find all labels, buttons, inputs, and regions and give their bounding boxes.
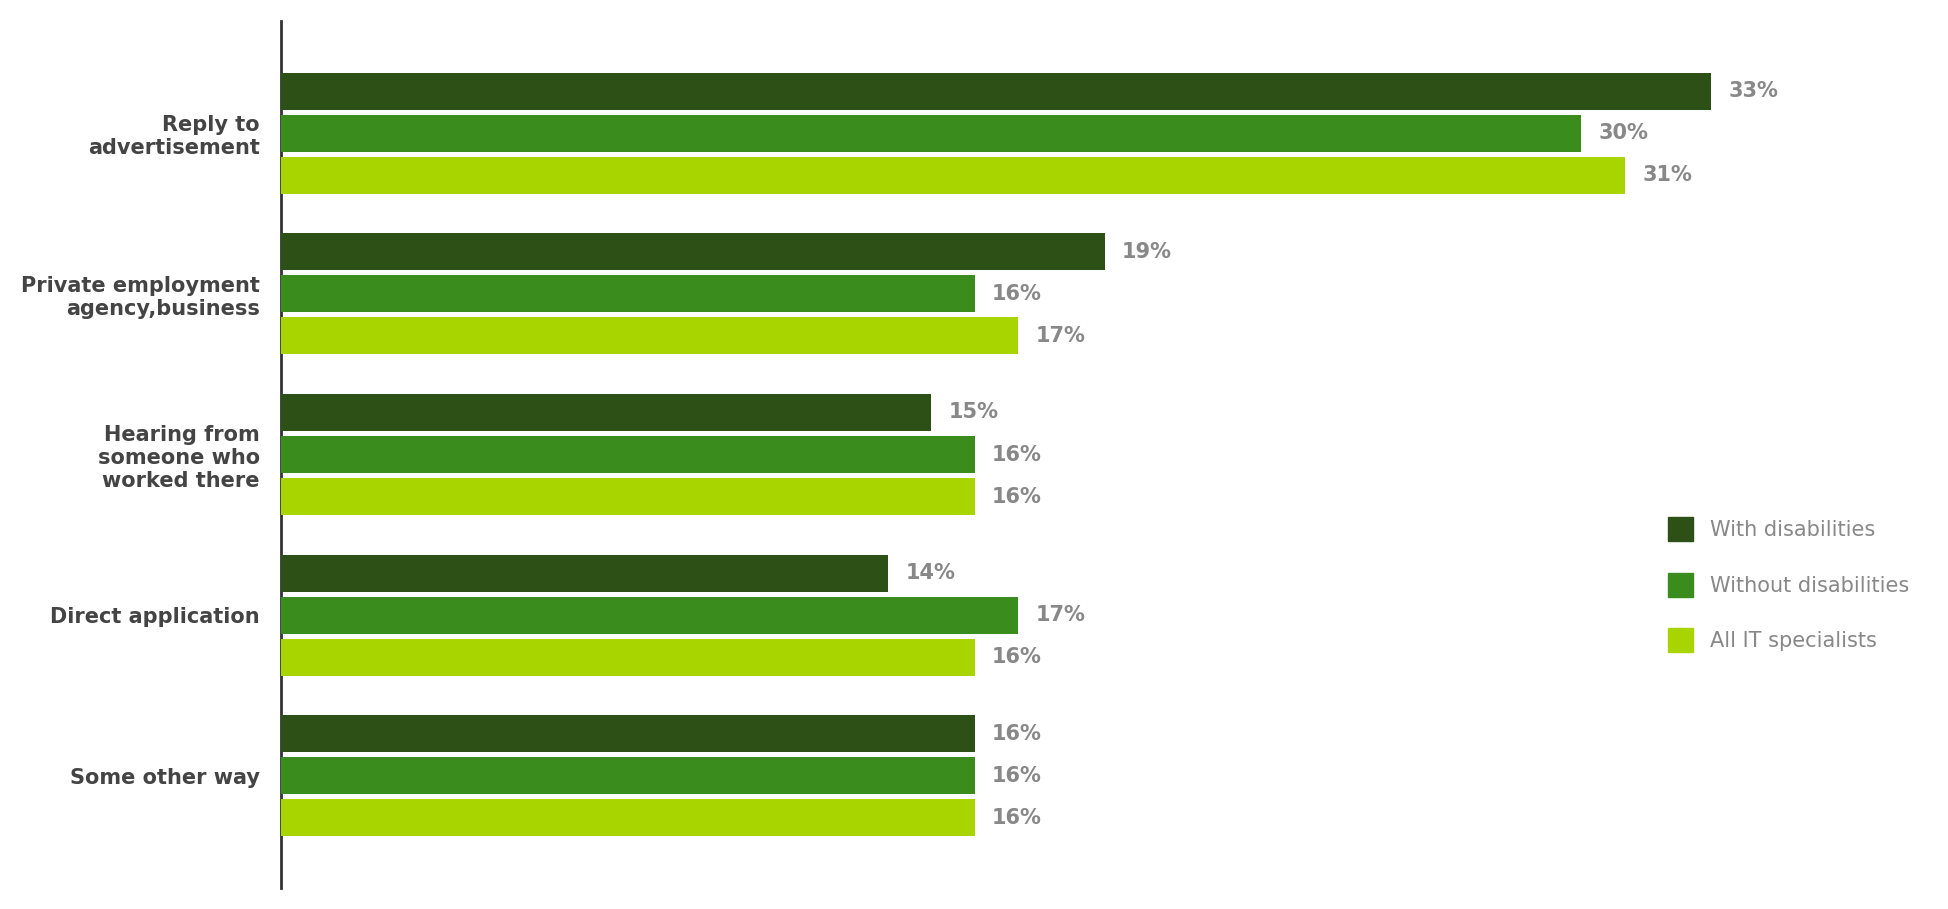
Text: 16%: 16% <box>992 724 1042 744</box>
Bar <box>281 115 1580 152</box>
Bar <box>281 757 974 794</box>
Text: 16%: 16% <box>992 445 1042 464</box>
Text: 16%: 16% <box>992 808 1042 828</box>
Bar <box>281 715 974 752</box>
Text: 30%: 30% <box>1597 124 1648 144</box>
Bar <box>281 436 974 473</box>
Text: 16%: 16% <box>992 486 1042 506</box>
Text: 16%: 16% <box>992 765 1042 785</box>
Bar <box>281 317 1017 355</box>
Bar <box>281 234 1105 270</box>
Bar <box>281 799 974 836</box>
Text: 17%: 17% <box>1034 605 1085 625</box>
Bar <box>281 275 974 313</box>
Bar <box>281 394 931 431</box>
Bar <box>281 73 1710 110</box>
Text: 14%: 14% <box>906 563 955 583</box>
Bar <box>281 478 974 515</box>
Text: 33%: 33% <box>1728 81 1779 101</box>
Legend: With disabilities, Without disabilities, All IT specialists: With disabilities, Without disabilities,… <box>1660 509 1917 660</box>
Text: 15%: 15% <box>949 403 997 423</box>
Text: 16%: 16% <box>992 284 1042 304</box>
Text: 19%: 19% <box>1122 242 1171 262</box>
Bar <box>281 596 1017 634</box>
Text: 16%: 16% <box>992 647 1042 667</box>
Bar <box>281 157 1625 194</box>
Bar <box>281 639 974 675</box>
Text: 17%: 17% <box>1034 326 1085 346</box>
Bar <box>281 554 888 592</box>
Text: 31%: 31% <box>1642 165 1691 185</box>
